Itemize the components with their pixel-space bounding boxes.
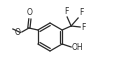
Text: O: O <box>15 28 21 37</box>
Text: F: F <box>64 6 68 15</box>
Text: F: F <box>80 23 85 32</box>
Text: F: F <box>78 8 83 17</box>
Text: OH: OH <box>72 43 83 52</box>
Text: O: O <box>27 8 33 17</box>
